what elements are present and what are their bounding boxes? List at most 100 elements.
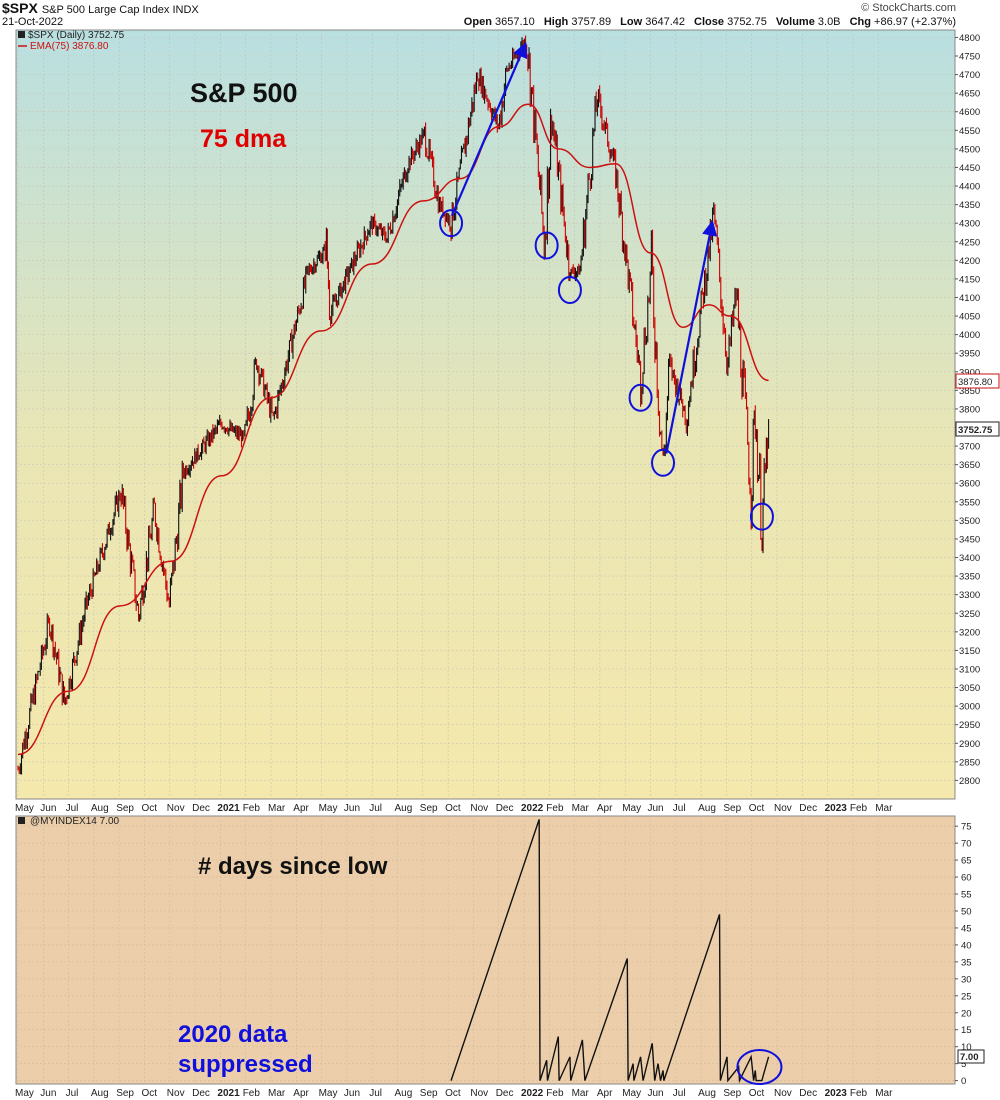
dma-annotation: 75 dma bbox=[200, 125, 287, 153]
price-y-tick-label: 3400 bbox=[959, 553, 980, 564]
open-value: 3657.10 bbox=[494, 16, 535, 28]
indicator-y-tick-label: 20 bbox=[961, 1008, 972, 1019]
indicator-y-tick-label: 30 bbox=[961, 974, 972, 985]
price-x-tick-label: Dec bbox=[496, 803, 514, 814]
price-y-tick-label: 4550 bbox=[959, 126, 980, 137]
indicator-x-tick-label: Nov bbox=[167, 1088, 185, 1099]
price-y-tick-label: 3850 bbox=[959, 386, 980, 397]
trend-arrow bbox=[665, 220, 718, 454]
price-x-axis: May Jun Jul Aug Sep Oct Nov Dec 2021 Feb Mar Apr May… bbox=[15, 803, 893, 814]
indicator-x-tick-label: Mar bbox=[875, 1088, 893, 1099]
indicator-x-tick-label: Feb bbox=[243, 1088, 261, 1099]
indicator-x-tick-label: Apr bbox=[597, 1088, 613, 1099]
price-x-tick-label: Feb bbox=[546, 803, 564, 814]
price-y-tick-label: 4250 bbox=[959, 237, 980, 248]
price-x-tick-label: Jun bbox=[344, 803, 360, 814]
price-series bbox=[17, 35, 770, 775]
price-y-tick-label: 3250 bbox=[959, 609, 980, 620]
indicator-y-tick-label: 65 bbox=[961, 856, 972, 867]
price-x-tick-label: Jul bbox=[673, 803, 686, 814]
price-x-tick-label: May bbox=[15, 803, 34, 814]
price-x-tick-label: Oct bbox=[142, 803, 158, 814]
price-x-tick-label: Mar bbox=[572, 803, 590, 814]
indicator-x-tick-label: Dec bbox=[496, 1088, 514, 1099]
price-y-tick-label: 4050 bbox=[959, 312, 980, 323]
price-x-tick-label: 2023 bbox=[825, 803, 848, 814]
chg-label: Chg bbox=[849, 16, 871, 28]
price-x-tick-label: Dec bbox=[799, 803, 817, 814]
price-legend-swatch bbox=[18, 31, 25, 38]
indicator-x-tick-label: Jul bbox=[369, 1088, 382, 1099]
indicator-x-tick-label: Dec bbox=[192, 1088, 210, 1099]
indicator-y-tick-label: 40 bbox=[961, 940, 972, 951]
low-value: 3647.42 bbox=[645, 16, 685, 28]
price-y-tick-label: 3950 bbox=[959, 349, 980, 360]
price-y-tick-label: 4450 bbox=[959, 163, 980, 174]
indicator-y-tick-label: 75 bbox=[961, 822, 972, 833]
price-x-tick-label: Nov bbox=[167, 803, 185, 814]
volume-value: 3.0B bbox=[817, 16, 841, 28]
price-x-tick-label: Jun bbox=[648, 803, 664, 814]
price-panel-background bbox=[15, 29, 956, 800]
price-x-tick-label: Jul bbox=[66, 803, 79, 814]
indicator-y-tick-label: 10 bbox=[961, 1042, 972, 1053]
indicator-legend-label: @MYINDEX14 7.00 bbox=[30, 816, 120, 827]
circled-low-marker bbox=[651, 448, 676, 477]
price-y-tick-label: 3800 bbox=[959, 404, 980, 415]
price-gridlines bbox=[16, 30, 955, 799]
price-x-tick-label: Nov bbox=[470, 803, 488, 814]
price-x-tick-label: Oct bbox=[445, 803, 461, 814]
indicator-x-tick-label: Jul bbox=[673, 1088, 686, 1099]
high-label: High bbox=[543, 16, 569, 28]
indicator-x-tick-label: Oct bbox=[749, 1088, 765, 1099]
price-y-tick-label: 4600 bbox=[959, 107, 980, 118]
price-y-tick-label: 4700 bbox=[959, 70, 980, 81]
indicator-legend-swatch bbox=[18, 817, 25, 824]
indicator-x-tick-label: 2023 bbox=[825, 1088, 848, 1099]
indicator-x-tick-label: Mar bbox=[572, 1088, 590, 1099]
price-y-tick-label: 4300 bbox=[959, 219, 980, 230]
circled-low-marker bbox=[439, 209, 464, 238]
indicator-y-tick-label: 25 bbox=[961, 991, 972, 1002]
circled-low-marker bbox=[628, 383, 653, 412]
price-y-tick-label: 4500 bbox=[959, 144, 980, 155]
chart-date: 21-Oct-2022 bbox=[2, 16, 64, 28]
data-suppressed-annotation-line1: 2020 data bbox=[178, 1021, 288, 1048]
indicator-x-tick-label: Feb bbox=[546, 1088, 564, 1099]
indicator-x-tick-label: May bbox=[622, 1088, 641, 1099]
indicator-x-tick-label: Oct bbox=[445, 1088, 461, 1099]
price-x-tick-label: Jun bbox=[40, 803, 56, 814]
price-y-tick-label: 4650 bbox=[959, 89, 980, 100]
price-y-tick-label: 3700 bbox=[959, 442, 980, 453]
indicator-x-tick-label: 2022 bbox=[521, 1088, 544, 1099]
price-value-tag: 3752.75 bbox=[955, 421, 1000, 437]
price-y-tick-label: 4200 bbox=[959, 256, 980, 267]
price-x-tick-label: May bbox=[622, 803, 641, 814]
indicator-y-tick-label: 0 bbox=[961, 1076, 966, 1087]
price-x-tick-label: Apr bbox=[597, 803, 613, 814]
price-x-tick-label: Apr bbox=[293, 803, 309, 814]
low-label: Low bbox=[620, 16, 643, 28]
indicator-x-tick-label: Jul bbox=[66, 1088, 79, 1099]
indicator-y-tick-label: 45 bbox=[961, 923, 972, 934]
indicator-y-tick-label: 15 bbox=[961, 1025, 972, 1036]
price-x-tick-label: Mar bbox=[268, 803, 286, 814]
indicator-x-tick-label: Nov bbox=[470, 1088, 488, 1099]
price-y-tick-label: 3450 bbox=[959, 534, 980, 545]
price-y-tick-label: 3050 bbox=[959, 683, 980, 694]
indicator-x-tick-label: Sep bbox=[723, 1088, 741, 1099]
indicator-x-tick-label: Dec bbox=[799, 1088, 817, 1099]
indicator-legend: @MYINDEX14 7.00 bbox=[18, 816, 120, 827]
indicator-y-tick-label: 55 bbox=[961, 890, 972, 901]
close-label: Close bbox=[694, 16, 725, 28]
indicator-y-tick-label: 5 bbox=[961, 1059, 966, 1070]
price-y-tick-label: 2800 bbox=[959, 776, 980, 787]
indicator-x-tick-label: Sep bbox=[116, 1088, 134, 1099]
price-y-tick-label: 4000 bbox=[959, 330, 980, 341]
quote-line: Open 3657.10 High 3757.89 Low 3647.42 Cl… bbox=[458, 16, 956, 28]
price-y-tick-label: 3900 bbox=[959, 367, 980, 378]
price-y-tick-label: 4100 bbox=[959, 293, 980, 304]
price-x-tick-label: Nov bbox=[774, 803, 792, 814]
close-value: 3752.75 bbox=[727, 16, 767, 28]
indicator-x-tick-label: Mar bbox=[268, 1088, 286, 1099]
